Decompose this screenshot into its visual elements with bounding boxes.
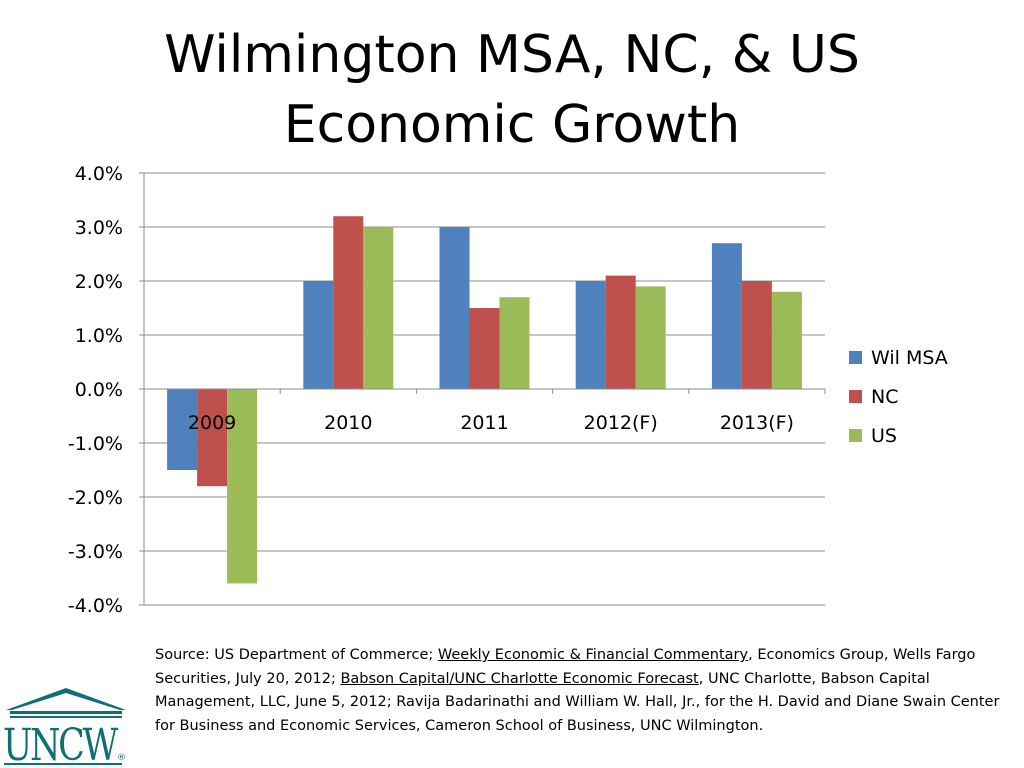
bar-chart: 4.0% 3.0% 2.0% 1.0% 0.0% -1.0% -2.0% -3.0% -4.0%… [68,163,948,617]
source-citation: Source: US Department of Commerce; Weekl… [155,644,1000,738]
legend-label-wil-msa: Wil MSA [871,347,948,369]
bar-us-2011 [499,297,530,389]
source-link-weekly-commentary[interactable]: Weekly Economic & Financial Commentary [437,647,749,663]
bar-nc-2013f [741,281,772,389]
y-tick-label: 0.0% [75,379,123,401]
bar-nc-2009 [197,389,228,487]
y-tick-label: 1.0% [75,325,123,347]
source-text-3: , UNC Charlotte, Babson Capital Manageme… [155,670,1000,734]
bar-nc-2012f [605,275,636,389]
y-tick-label: 4.0% [75,163,123,185]
x-category-label: 2012(F) [584,412,658,434]
source-text-2: , Economics Group, Wells Fargo Securitie… [155,647,976,687]
legend-swatch-wil-msa [849,351,862,364]
registered-mark: ® [117,753,126,763]
bar-wil-msa-2009 [167,389,198,470]
bar-nc-2011 [469,308,500,389]
logo-text: UNCW [3,720,119,768]
uncw-logo: UNCW ® [3,688,126,768]
bar-us-2012f [635,286,666,389]
source-link-babson-forecast[interactable]: Babson Capital/UNC Charlotte Economic Fo… [340,670,699,687]
y-tick-label: -2.0% [68,487,123,509]
bar-nc-2010 [333,216,364,389]
y-tick-label: -1.0% [68,433,123,455]
legend-swatch-us [849,429,862,442]
title-line-2: Economic Growth [283,95,741,155]
y-tick-label: 2.0% [75,271,123,293]
source-text-1: Source: US Department of Commerce; [155,647,438,663]
y-tick-label: -3.0% [68,541,123,563]
legend-label-nc: NC [871,386,898,408]
bar-wil-msa-2011 [439,227,470,389]
bar-us-2013f [771,291,802,389]
x-category-label: 2011 [460,412,508,434]
x-category-label: 2013(F) [720,412,794,434]
x-category-label: 2009 [188,412,236,434]
bar-wil-msa-2013f [711,243,742,389]
bar-wil-msa-2010 [303,281,334,389]
bar-us-2010 [363,227,394,389]
bar-us-2009 [227,389,258,584]
legend-swatch-nc [849,390,862,403]
page-title: Wilmington MSA, NC, & US Economic Growth [100,20,924,160]
bar-wil-msa-2012f [575,281,606,389]
building-icon [6,688,126,718]
legend-label-us: US [871,425,897,447]
y-tick-label: 3.0% [75,217,123,239]
logo-underline [4,763,122,765]
title-line-1: Wilmington MSA, NC, & US [164,25,860,85]
y-tick-label: -4.0% [68,595,123,617]
x-category-label: 2010 [324,412,372,434]
